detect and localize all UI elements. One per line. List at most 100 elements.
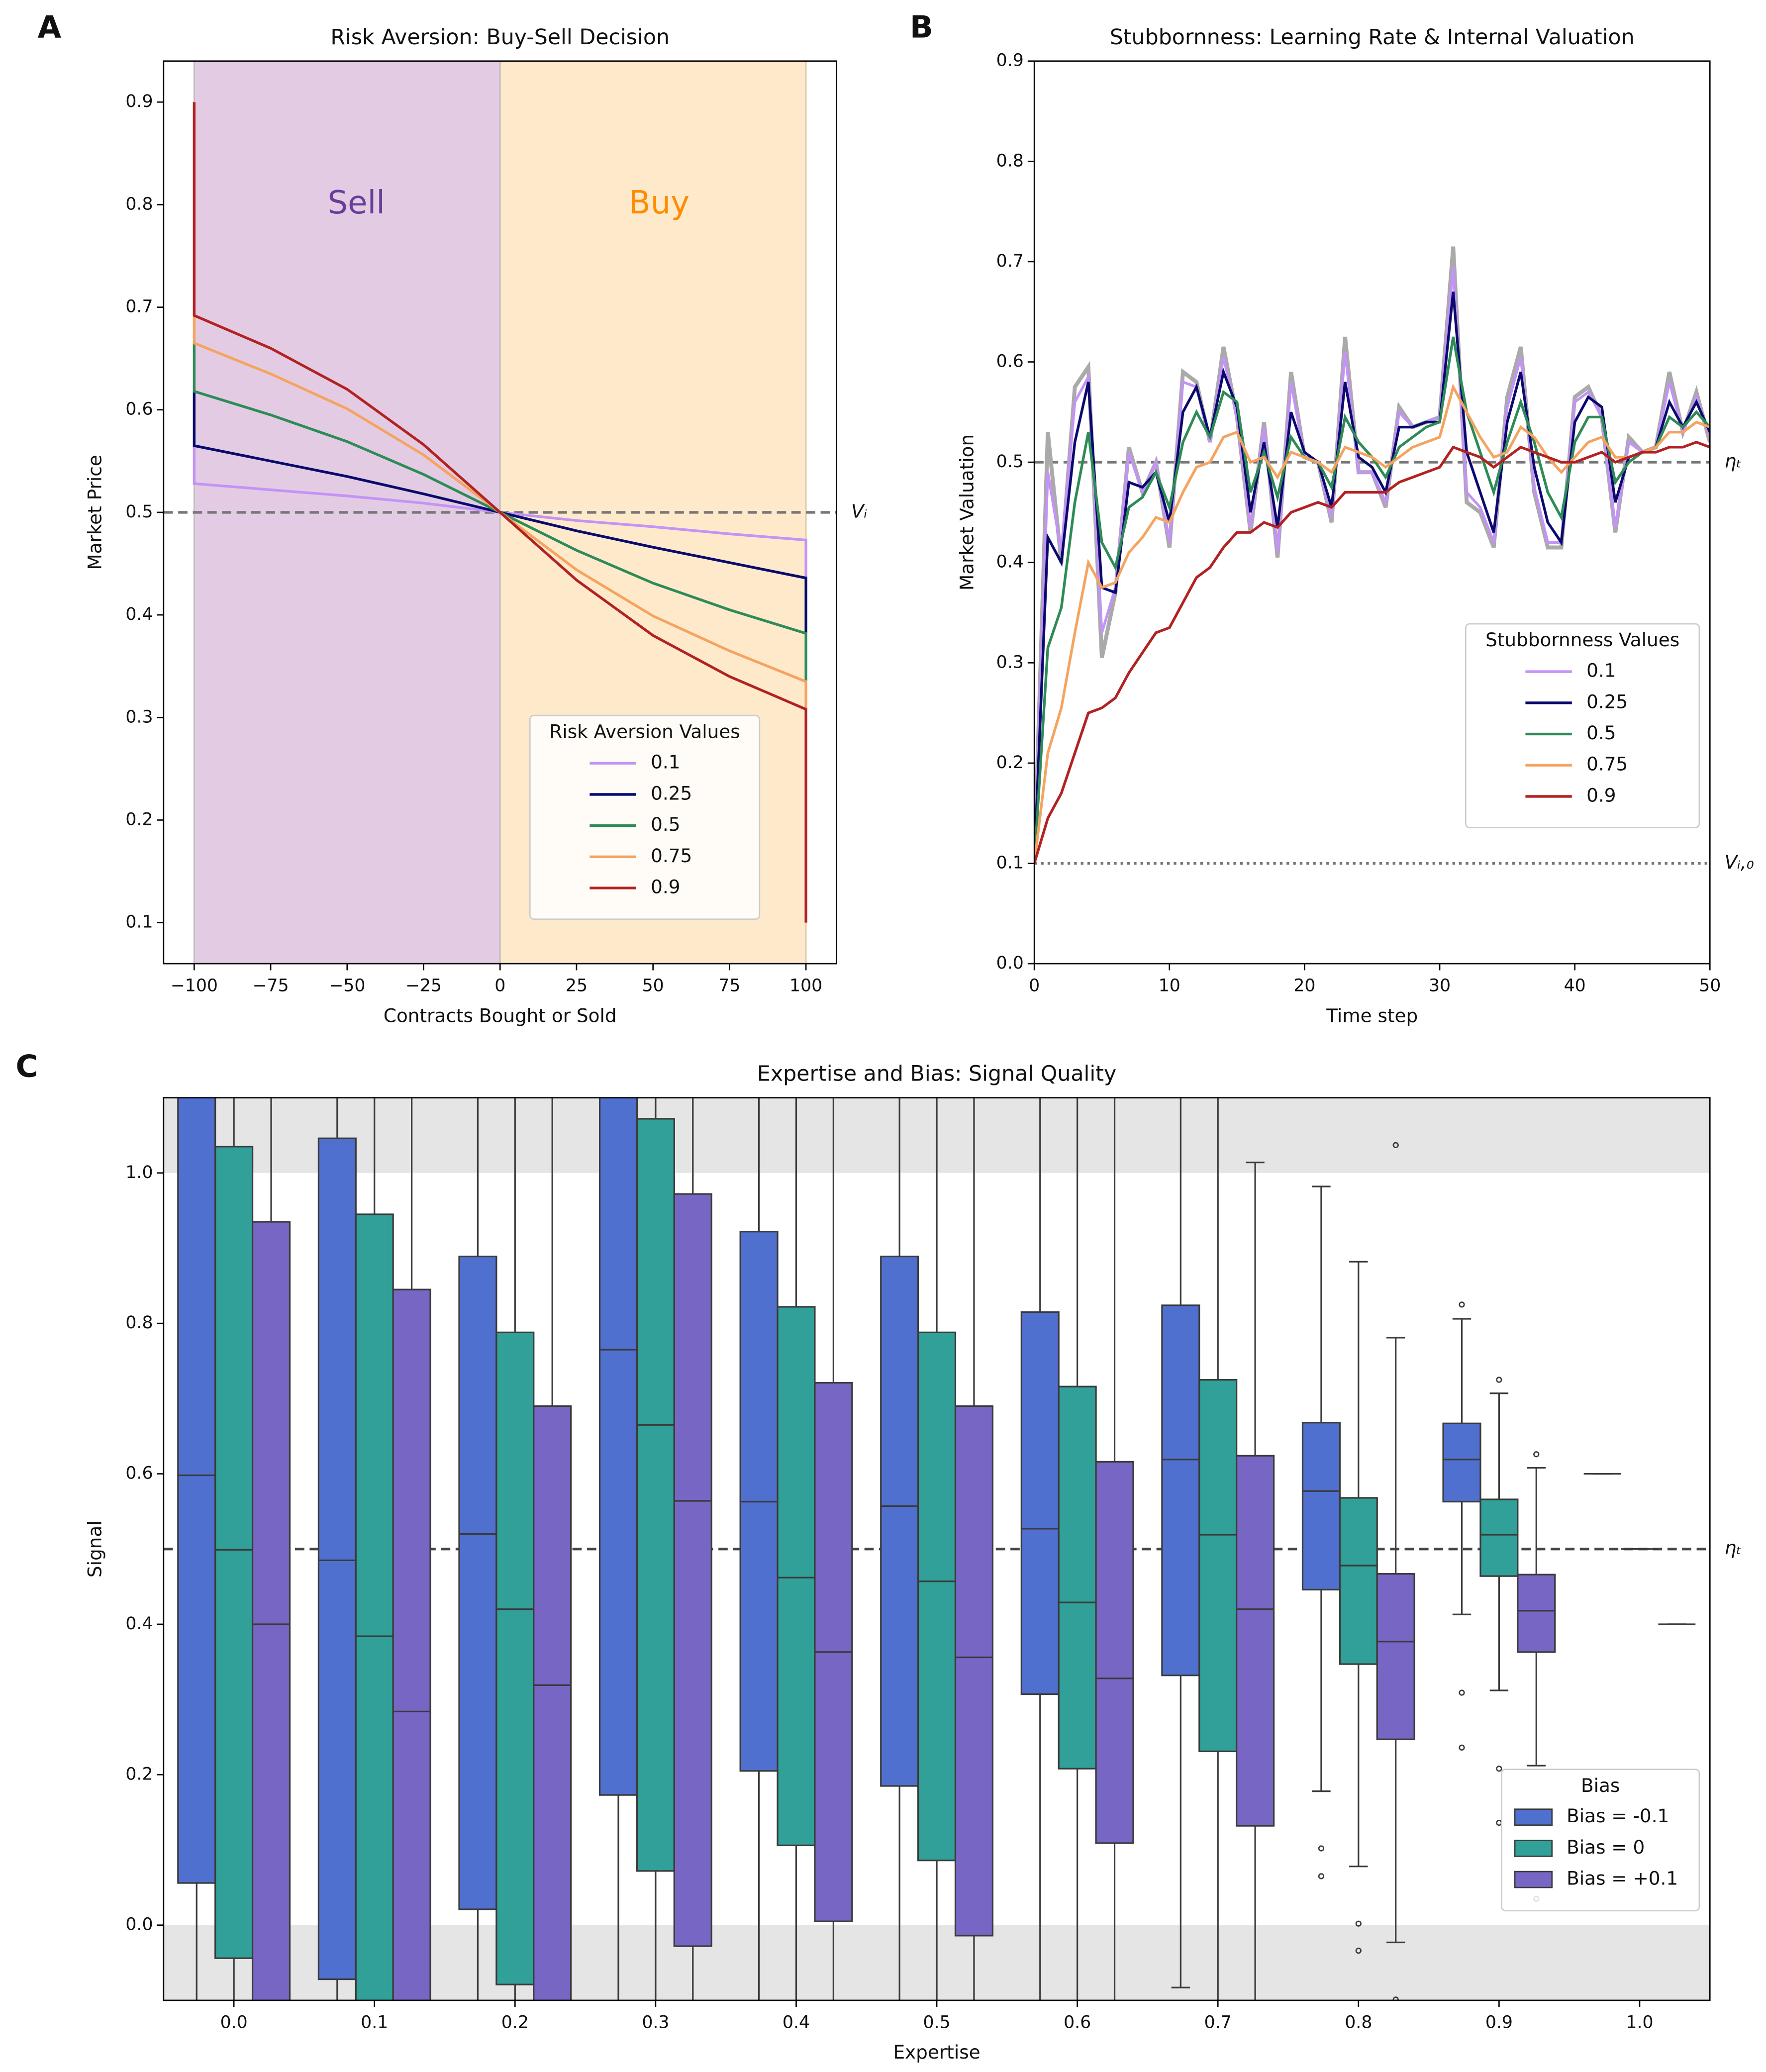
box — [533, 1405, 572, 2000]
x-tick-label: 1.0 — [1626, 2012, 1653, 2032]
legend-label: 0.1 — [651, 751, 680, 773]
x-tick-label: 0.2 — [501, 2012, 529, 2032]
y-axis-label: Market Price — [84, 455, 105, 570]
chart-title: Risk Aversion: Buy-Sell Decision — [330, 25, 670, 50]
x-tick-label: 0.3 — [642, 2012, 669, 2032]
x-tick-label: 0.4 — [783, 2012, 810, 2032]
outlier — [1355, 1920, 1362, 1927]
box — [636, 1118, 675, 1872]
legend-title: Bias — [1581, 1775, 1620, 1796]
legend-swatch — [1514, 1871, 1553, 1888]
outlier — [1318, 1873, 1325, 1879]
y-tick-label: 0.2 — [125, 809, 153, 829]
y-tick-label: 0.1 — [125, 912, 153, 932]
legend-label: 0.1 — [1586, 660, 1616, 682]
y-tick-label: 0.9 — [125, 92, 153, 111]
box — [1517, 1574, 1556, 1653]
box — [673, 1193, 712, 1947]
x-tick-label: 20 — [1293, 976, 1315, 995]
annotation: Buy — [629, 185, 689, 221]
x-axis-label: Contracts Bought or Sold — [384, 1004, 617, 1026]
y-tick-label: 0.3 — [125, 707, 153, 727]
chart-title: Expertise and Bias: Signal Quality — [757, 1062, 1116, 1086]
x-tick-label: 75 — [718, 976, 740, 995]
legend-box — [1465, 623, 1700, 828]
y-tick-label: 0.8 — [125, 1313, 153, 1333]
legend-label: Bias = -0.1 — [1567, 1805, 1669, 1827]
y-tick-label: 0.6 — [996, 352, 1024, 372]
y-tick-label: 0.8 — [125, 194, 153, 214]
legend-swatch — [1514, 1808, 1553, 1826]
legend-label: Bias = +0.1 — [1567, 1868, 1678, 1889]
x-tick-label: 25 — [566, 976, 588, 995]
line — [1034, 383, 1710, 864]
legend-label: 0.25 — [1586, 691, 1628, 712]
x-tick-label: 0 — [1029, 976, 1040, 995]
x-tick-label: 100 — [789, 976, 822, 995]
y-tick-label: 0.7 — [125, 297, 153, 317]
legend-swatch — [1514, 1840, 1553, 1857]
x-tick-label: 0.6 — [1064, 2012, 1091, 2032]
box — [1339, 1497, 1378, 1665]
outlier — [1533, 1451, 1540, 1458]
legend-label: 0.75 — [651, 845, 692, 867]
x-tick-label: 0 — [494, 976, 505, 995]
x-tick-label: −100 — [171, 976, 218, 995]
box — [917, 1331, 957, 1862]
y-tick-label: 0.0 — [996, 953, 1024, 973]
line — [1034, 292, 1710, 864]
y-tick-label: 0.2 — [125, 1764, 153, 1784]
x-tick-label: 0.0 — [220, 2012, 248, 2032]
x-tick-label: 50 — [1699, 976, 1721, 995]
y-tick-label: 0.6 — [125, 1464, 153, 1483]
y-tick-label: 0.4 — [125, 1614, 153, 1634]
x-tick-label: −50 — [329, 976, 365, 995]
box — [495, 1331, 535, 1985]
box — [1442, 1422, 1481, 1503]
panel-label: C — [16, 1049, 38, 1084]
x-tick-label: 0.1 — [361, 2012, 388, 2032]
outlier — [1459, 1744, 1465, 1751]
y-axis-label: Signal — [84, 1520, 105, 1578]
legend-label: 0.9 — [651, 876, 680, 898]
y-tick-label: 0.4 — [996, 552, 1024, 572]
box — [317, 1137, 357, 1980]
box — [251, 1221, 291, 2000]
legend-label: 0.5 — [651, 813, 680, 835]
legend-box — [529, 714, 761, 920]
x-tick-label: 0.7 — [1204, 2012, 1232, 2032]
outlier — [1496, 1377, 1502, 1383]
x-tick-label: 40 — [1564, 976, 1586, 995]
outlier — [1318, 1845, 1325, 1852]
box — [214, 1146, 254, 1959]
x-tick-label: 0.8 — [1345, 2012, 1372, 2032]
reference-label: Vᵢ — [851, 500, 867, 522]
legend-label: 0.5 — [1586, 722, 1616, 744]
x-tick-label: 50 — [642, 976, 664, 995]
outlier — [1392, 1996, 1399, 2000]
y-tick-label: 1.0 — [125, 1163, 153, 1183]
x-tick-label: −25 — [405, 976, 442, 995]
reference-label: ηₜ — [1725, 450, 1742, 472]
x-tick-label: 0.9 — [1485, 2012, 1513, 2032]
y-tick-label: 0.8 — [996, 151, 1024, 171]
box — [1058, 1385, 1097, 1770]
legend-label: Bias = 0 — [1567, 1836, 1645, 1858]
box — [458, 1255, 497, 1910]
box — [1095, 1461, 1134, 1844]
legend-label: 0.25 — [651, 782, 692, 804]
legend-title: Stubbornness Values — [1485, 629, 1679, 651]
y-axis-label: Market Valuation — [956, 434, 978, 591]
y-tick-label: 0.5 — [125, 502, 153, 522]
line — [193, 102, 807, 923]
outlier — [1392, 1142, 1399, 1148]
box — [1020, 1311, 1060, 1695]
x-tick-label: −75 — [252, 976, 289, 995]
box — [392, 1288, 431, 2000]
x-tick-label: 0.5 — [923, 2012, 950, 2032]
chart-title: Stubbornness: Learning Rate & Internal V… — [1110, 25, 1635, 50]
annotation: Sell — [327, 185, 385, 221]
axes-frame — [163, 1097, 1711, 2001]
box — [598, 1097, 638, 1796]
y-tick-label: 0.5 — [996, 452, 1024, 472]
